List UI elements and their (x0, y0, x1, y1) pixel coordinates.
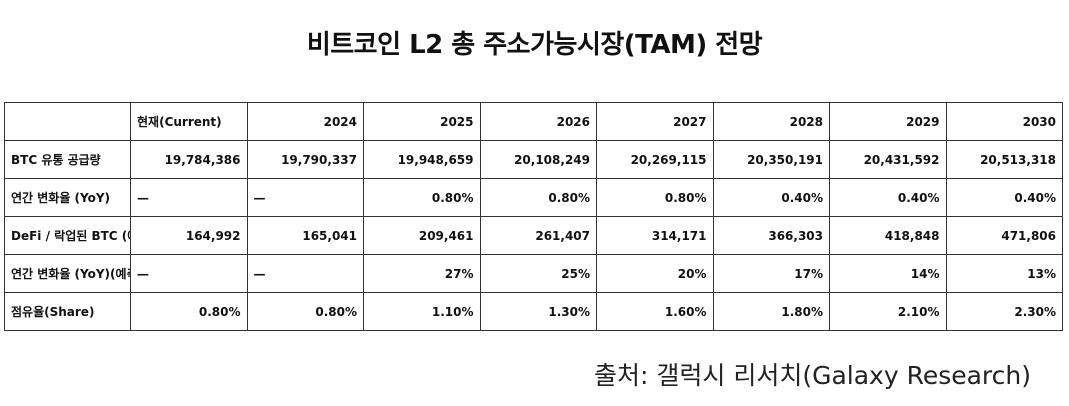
table-cell: 1.80% (712, 292, 830, 331)
table-cell: — (130, 178, 248, 217)
table-cell: 0.80% (130, 292, 248, 331)
table-cell: 14% (829, 254, 947, 293)
table-cell: 13% (945, 254, 1063, 293)
table-cell: 164,992 (130, 216, 248, 255)
table-cell: 0.80% (246, 292, 364, 331)
table-cell: — (246, 254, 364, 293)
table-row-supply-yoy: 연간 변화율 (YoY) — — 0.80% 0.80% 0.80% 0.40%… (4, 178, 1063, 217)
table-cell: 0.40% (712, 178, 830, 217)
table-cell: 209,461 (363, 216, 481, 255)
table-cell: 418,848 (829, 216, 947, 255)
table-cell: 0.40% (945, 178, 1063, 217)
table-cell: 19,948,659 (363, 140, 481, 179)
table-row-btc-supply: BTC 유통 공급량 19,784,386 19,790,337 19,948,… (4, 140, 1063, 179)
table-cell: 165,041 (246, 216, 364, 255)
table-row-share: 점유율(Share) 0.80% 0.80% 1.10% 1.30% 1.60%… (4, 292, 1063, 331)
table-cell: 2.30% (945, 292, 1063, 331)
table-cell: 0.40% (829, 178, 947, 217)
table-cell: — (130, 254, 248, 293)
table-cell: 2.10% (829, 292, 947, 331)
header-current: 현재(Current) (130, 102, 248, 141)
table-row-defi-locked-btc: DeFi / 락업된 BTC (예측) 164,992 165,041 209,… (4, 216, 1063, 255)
page-title: 비트코인 L2 총 주소가능시장(TAM) 전망 (306, 30, 763, 60)
header-2027: 2027 (596, 102, 714, 141)
table-cell: 314,171 (596, 216, 714, 255)
row-label: BTC 유통 공급량 (4, 140, 131, 179)
table-header-row: 현재(Current) 2024 2025 2026 2027 2028 202… (4, 102, 1063, 141)
header-2026: 2026 (479, 102, 597, 141)
row-label: DeFi / 락업된 BTC (예측) (4, 216, 131, 255)
header-2029: 2029 (829, 102, 947, 141)
table-cell: 471,806 (945, 216, 1063, 255)
header-2030: 2030 (945, 102, 1063, 141)
header-2024: 2024 (246, 102, 364, 141)
table-cell: 0.80% (479, 178, 597, 217)
table-cell: 1.10% (363, 292, 481, 331)
table-cell: — (246, 178, 364, 217)
table-row-defi-yoy: 연간 변화율 (YoY)(예측) — — 27% 25% 20% 17% 14%… (4, 254, 1063, 293)
row-label: 점유율(Share) (4, 292, 131, 331)
table-cell: 261,407 (479, 216, 597, 255)
table-cell: 366,303 (712, 216, 830, 255)
table-cell: 20,513,318 (945, 140, 1063, 179)
table-cell: 17% (712, 254, 830, 293)
table-cell: 20% (596, 254, 714, 293)
table-cell: 1.60% (596, 292, 714, 331)
table-cell: 27% (363, 254, 481, 293)
row-label: 연간 변화율 (YoY) (4, 178, 131, 217)
header-2028: 2028 (712, 102, 830, 141)
table-cell: 0.80% (363, 178, 481, 217)
table-cell: 20,350,191 (712, 140, 830, 179)
row-label: 연간 변화율 (YoY)(예측) (4, 254, 131, 293)
header-corner-cell (4, 102, 131, 141)
table-cell: 19,784,386 (130, 140, 248, 179)
table-cell: 20,108,249 (479, 140, 597, 179)
table-cell: 20,431,592 (829, 140, 947, 179)
header-2025: 2025 (363, 102, 481, 141)
tam-projection-table: 현재(Current) 2024 2025 2026 2027 2028 202… (4, 102, 1063, 331)
table-cell: 20,269,115 (596, 140, 714, 179)
source-caption: 출처: 갤럭시 리서치(Galaxy Research) (594, 361, 1031, 390)
table-cell: 0.80% (596, 178, 714, 217)
table-cell: 1.30% (479, 292, 597, 331)
table-cell: 25% (479, 254, 597, 293)
table-cell: 19,790,337 (246, 140, 364, 179)
